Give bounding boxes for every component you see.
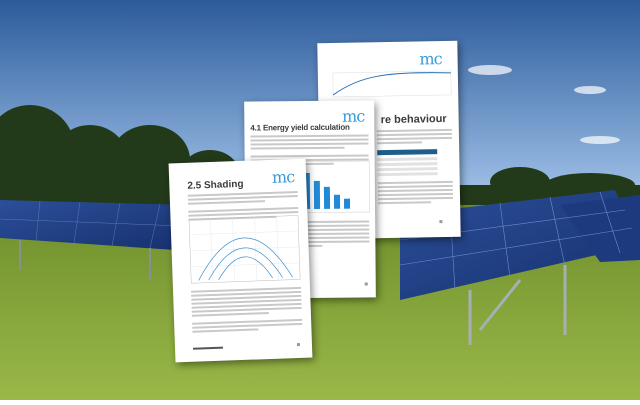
document-logo: mc [419,49,442,69]
clouds [468,65,620,144]
document-title: 2.5 Shading [187,178,244,192]
table-header [377,149,438,156]
solar-panels-left [0,200,190,280]
yield-curve-chart [332,70,452,98]
sun-path-diagram [188,215,301,284]
document-front: mc 2.5 Shading [168,158,313,363]
footer-text [193,346,224,350]
document-back: mc re behaviour [317,40,461,240]
document-title: 4.1 Energy yield calculation [250,122,350,133]
document-title: re behaviour [380,112,447,127]
document-logo: mc [271,167,295,187]
